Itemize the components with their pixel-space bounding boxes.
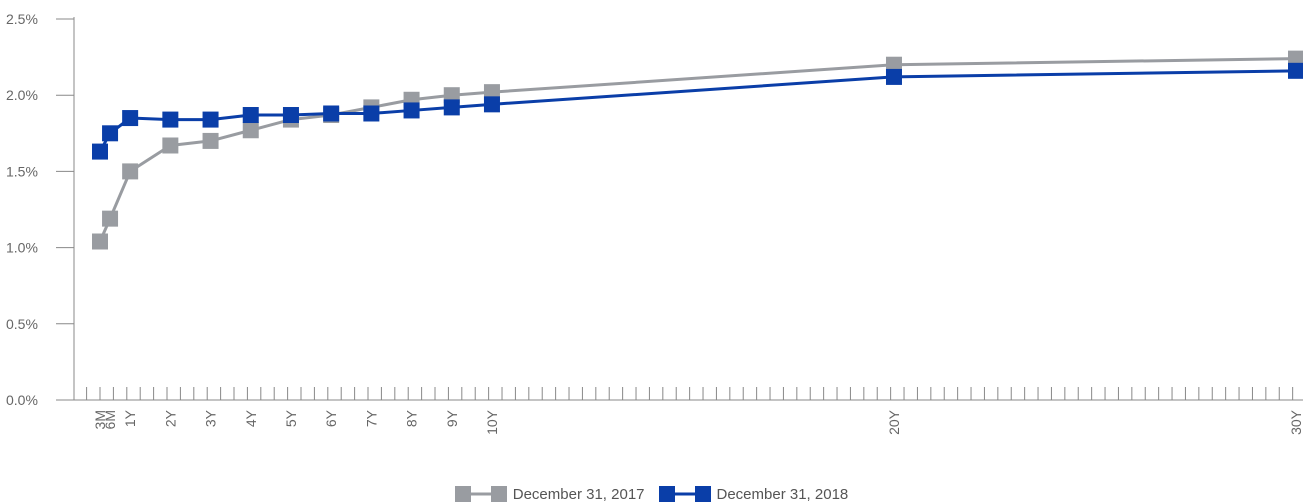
x-tick-label: 6M (102, 410, 118, 429)
legend-swatch-2018 (658, 486, 711, 502)
data-point (282, 107, 299, 124)
x-tick-label: 6Y (323, 409, 339, 427)
x-tick-label: 30Y (1288, 409, 1303, 435)
x-tick-label: 2Y (162, 409, 178, 427)
data-point (92, 233, 108, 250)
y-tick-label: 2.5% (6, 11, 38, 27)
data-point (122, 163, 139, 180)
data-point (363, 105, 380, 122)
series-layer (92, 50, 1303, 250)
legend: December 31, 2017 December 31, 2018 (0, 484, 1303, 504)
data-point (443, 99, 460, 116)
data-point (92, 143, 108, 160)
data-point (242, 122, 259, 139)
x-tick-label: 10Y (484, 409, 500, 435)
legend-label-2017: December 31, 2017 (512, 485, 645, 503)
data-point (443, 87, 460, 104)
series-line (98, 69, 1297, 153)
data-point (162, 137, 179, 154)
data-point (885, 56, 902, 73)
y-tick-label: 1.5% (6, 163, 38, 179)
data-point (483, 84, 500, 101)
data-point (483, 96, 500, 113)
y-tick-label: 0.5% (6, 316, 38, 332)
series-line (98, 57, 1297, 243)
y-axis: 0.0% 0.5% 1.0% 1.5% 2.0% 2.5% (6, 11, 75, 408)
legend-swatch-2017 (454, 486, 507, 502)
data-point (1288, 62, 1303, 79)
y-tick-label: 2.0% (6, 87, 38, 103)
x-tick-label: 8Y (404, 409, 420, 427)
y-tick-label: 1.0% (6, 240, 38, 256)
data-point (885, 68, 902, 85)
data-point (102, 125, 119, 142)
x-tick-label: 1Y (122, 409, 138, 427)
x-tick-label: 3M (92, 410, 108, 429)
data-point (122, 110, 139, 127)
data-point (202, 111, 219, 128)
x-tick-label: 7Y (363, 409, 379, 427)
legend-item-2017: December 31, 2017 (454, 485, 645, 503)
x-tick-label: 9Y (444, 409, 460, 427)
data-point (242, 107, 259, 124)
data-point (403, 102, 420, 119)
data-point (1288, 50, 1303, 67)
data-point (102, 210, 119, 227)
y-tick-label: 0.0% (6, 392, 38, 408)
x-tick-label: 20Y (886, 409, 902, 435)
x-tick-label: 4Y (243, 409, 259, 427)
x-tick-label: 3Y (203, 409, 219, 427)
data-point (162, 111, 179, 128)
data-point (202, 132, 219, 149)
x-tick-label: 5Y (283, 409, 299, 427)
legend-label-2018: December 31, 2018 (716, 485, 849, 503)
legend-item-2018: December 31, 2018 (658, 485, 849, 503)
data-point (323, 105, 340, 122)
